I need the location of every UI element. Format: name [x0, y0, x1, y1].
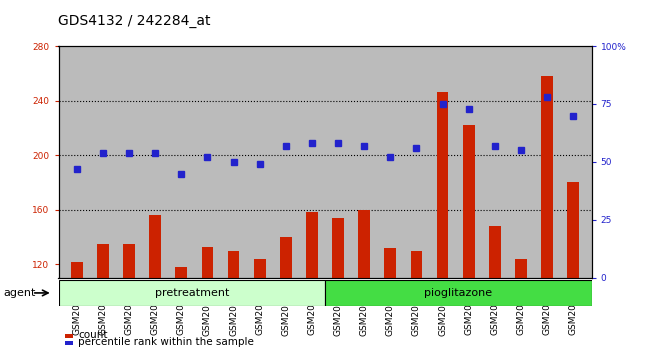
Bar: [227, 251, 239, 354]
Bar: [306, 212, 318, 354]
Text: percentile rank within the sample: percentile rank within the sample: [78, 337, 254, 347]
Bar: [202, 246, 213, 354]
Bar: [515, 259, 527, 354]
Bar: [411, 251, 422, 354]
Bar: [150, 215, 161, 354]
Text: pioglitazone: pioglitazone: [424, 288, 492, 298]
Bar: [58, 280, 325, 306]
Bar: [332, 218, 344, 354]
Bar: [325, 280, 592, 306]
Bar: [567, 182, 579, 354]
Bar: [71, 262, 83, 354]
Bar: [254, 259, 266, 354]
Text: GDS4132 / 242284_at: GDS4132 / 242284_at: [58, 14, 211, 28]
Bar: [97, 244, 109, 354]
Bar: [437, 92, 448, 354]
Text: pretreatment: pretreatment: [155, 288, 229, 298]
Bar: [384, 248, 396, 354]
Bar: [123, 244, 135, 354]
Text: count: count: [78, 330, 107, 339]
Bar: [463, 125, 474, 354]
Bar: [489, 226, 500, 354]
Bar: [358, 210, 370, 354]
Bar: [541, 76, 553, 354]
Bar: [176, 267, 187, 354]
Bar: [280, 237, 292, 354]
Text: agent: agent: [3, 288, 36, 298]
